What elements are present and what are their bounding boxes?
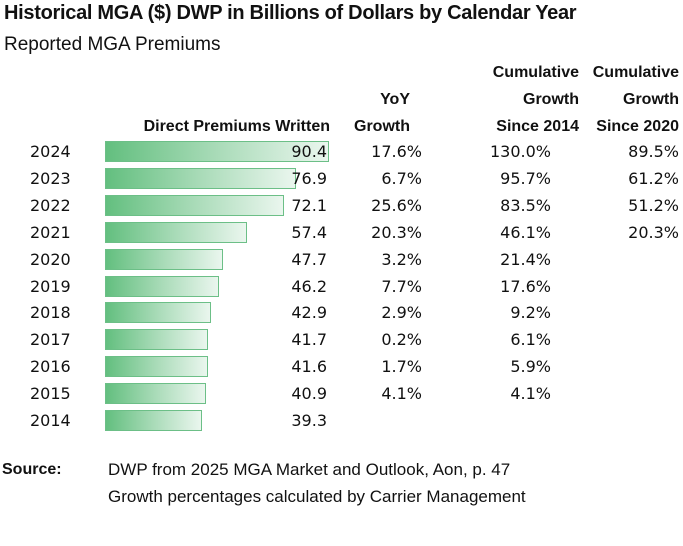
year-label: 2016 <box>30 357 71 377</box>
dpw-value: 40.9 <box>291 384 327 404</box>
header-cum2020-line1: Cumulative <box>592 64 679 81</box>
header-cum2020-line3: Since 2020 <box>596 118 679 135</box>
year-label: 2018 <box>30 303 71 323</box>
cum-growth-2014-value: 46.1% <box>500 222 551 242</box>
dpw-bar <box>105 221 248 243</box>
table-row: 2023 76.9 6.7% 95.7% 61.2% <box>0 165 683 192</box>
dpw-bar <box>105 167 296 189</box>
cum-growth-2014-value: 6.1% <box>510 330 551 350</box>
dpw-bar <box>105 356 209 378</box>
table-row: 2015 40.9 4.1% 4.1% <box>0 380 683 407</box>
cum-growth-2020-value: 61.2% <box>628 168 679 188</box>
cum-growth-2014-value: 9.2% <box>510 303 551 323</box>
source-line-2: Growth percentages calculated by Carrier… <box>108 487 526 506</box>
dpw-value: 90.4 <box>291 142 327 161</box>
table-row: 2017 41.7 0.2% 6.1% <box>0 326 683 353</box>
dpw-value: 41.6 <box>291 357 327 377</box>
yoy-growth-value: 7.7% <box>381 276 422 296</box>
cum-growth-2020-value: 89.5% <box>628 142 679 161</box>
table-row: 2021 57.4 20.3% 46.1% 20.3% <box>0 219 683 246</box>
dpw-bar <box>105 383 207 405</box>
dpw-bar <box>105 302 212 324</box>
yoy-growth-value: 25.6% <box>371 195 422 215</box>
chart-subtitle: Reported MGA Premiums <box>4 34 221 55</box>
chart-title: Historical MGA ($) DWP in Billions of Do… <box>4 2 577 24</box>
yoy-growth-value: 17.6% <box>371 142 422 161</box>
header-cum2020-line2: Growth <box>623 91 679 108</box>
cum-growth-2014-value: 95.7% <box>500 168 551 188</box>
dpw-value: 46.2 <box>291 276 327 296</box>
dpw-bar <box>105 275 220 297</box>
header-yoy-line2: Growth <box>354 118 410 135</box>
cum-growth-2014-value: 21.4% <box>500 249 551 269</box>
yoy-growth-value: 1.7% <box>381 357 422 377</box>
table-row: 2019 46.2 7.7% 17.6% <box>0 273 683 300</box>
table-row: 2022 72.1 25.6% 83.5% 51.2% <box>0 192 683 219</box>
table-row: 2018 42.9 2.9% 9.2% <box>0 299 683 326</box>
yoy-growth-value: 2.9% <box>381 303 422 323</box>
year-label: 2017 <box>30 330 71 350</box>
table-row: 2020 47.7 3.2% 21.4% <box>0 246 683 273</box>
dpw-value: 42.9 <box>291 303 327 323</box>
yoy-growth-value: 20.3% <box>371 222 422 242</box>
table-row: 2016 41.6 1.7% 5.9% <box>0 353 683 380</box>
dpw-bar <box>105 410 203 431</box>
cum-growth-2014-value: 17.6% <box>500 276 551 296</box>
cum-growth-2020-value: 20.3% <box>628 222 679 242</box>
yoy-growth-value: 6.7% <box>381 168 422 188</box>
cum-growth-2014-value: 4.1% <box>510 384 551 404</box>
year-label: 2015 <box>30 384 71 404</box>
dpw-value: 41.7 <box>291 330 327 350</box>
cum-growth-2014-value: 5.9% <box>510 357 551 377</box>
dpw-bar <box>105 194 284 216</box>
dpw-bar <box>105 248 224 270</box>
cum-growth-2014-value: 83.5% <box>500 195 551 215</box>
source-label: Source: <box>2 461 62 478</box>
dpw-bar <box>105 329 209 351</box>
year-label: 2022 <box>30 195 71 215</box>
table-row: 2014 39.3 <box>0 407 683 434</box>
yoy-growth-value: 0.2% <box>381 330 422 350</box>
source-line-1: DWP from 2025 MGA Market and Outlook, Ao… <box>108 460 511 479</box>
dpw-value: 72.1 <box>291 195 327 215</box>
year-label: 2021 <box>30 222 71 242</box>
year-label: 2024 <box>30 142 71 161</box>
dpw-value: 76.9 <box>291 168 327 188</box>
header-cum2014-line3: Since 2014 <box>496 118 579 135</box>
header-dpw: Direct Premiums Written <box>143 118 330 135</box>
header-yoy-line1: YoY <box>380 91 410 108</box>
yoy-growth-value: 4.1% <box>381 384 422 404</box>
dpw-value: 57.4 <box>291 222 327 242</box>
dpw-bar <box>105 141 329 162</box>
year-label: 2019 <box>30 276 71 296</box>
cum-growth-2020-value: 51.2% <box>628 195 679 215</box>
dpw-value: 47.7 <box>291 249 327 269</box>
header-cum2014-line1: Cumulative <box>492 64 579 81</box>
yoy-growth-value: 3.2% <box>381 249 422 269</box>
dpw-value: 39.3 <box>291 411 327 430</box>
header-cum2014-line2: Growth <box>523 91 579 108</box>
year-label: 2023 <box>30 168 71 188</box>
cum-growth-2014-value: 130.0% <box>489 142 551 161</box>
year-label: 2014 <box>30 411 71 430</box>
year-label: 2020 <box>30 249 71 269</box>
table-row: 2024 90.4 17.6% 130.0% 89.5% <box>0 138 683 165</box>
